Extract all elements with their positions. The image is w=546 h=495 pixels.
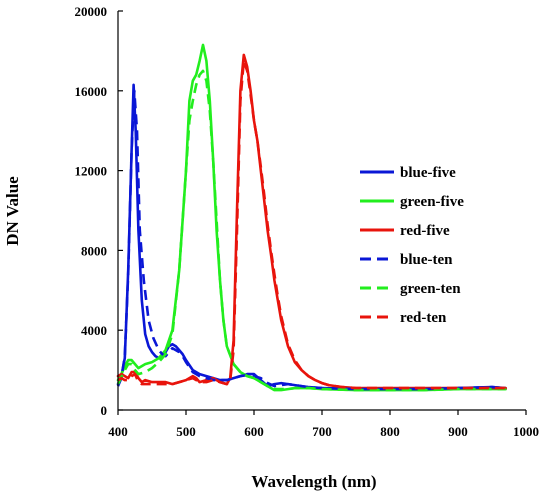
series-line-red-ten bbox=[117, 59, 506, 390]
legend-item-green-five: green-five bbox=[360, 194, 464, 210]
x-tick-label: 900 bbox=[448, 424, 468, 439]
legend-label: blue-five bbox=[400, 165, 456, 181]
legend: blue-five green-five red-five blue-ten green… bbox=[360, 165, 464, 326]
y-tick-label: 16000 bbox=[75, 84, 108, 99]
y-tick-label: 20000 bbox=[75, 4, 108, 19]
legend-item-blue-five: blue-five bbox=[360, 165, 456, 181]
y-tick-label: 12000 bbox=[75, 164, 108, 179]
legend-item-green-ten: green-ten bbox=[360, 281, 461, 297]
axes bbox=[117, 10, 527, 415]
legend-label: blue-ten bbox=[400, 252, 453, 268]
x-tick-label: 700 bbox=[312, 424, 332, 439]
x-tick-label: 400 bbox=[108, 424, 128, 439]
x-tick-label: 1000 bbox=[513, 424, 539, 439]
tick-labels: 400 500 600 700 800 900 1000 0 4000 8000 12000 1600… bbox=[75, 4, 540, 439]
y-tick-label: 4000 bbox=[81, 323, 107, 338]
y-tick-label: 8000 bbox=[81, 243, 107, 258]
series-line-red-five bbox=[116, 53, 507, 390]
y-tick-label: 0 bbox=[101, 403, 108, 418]
legend-item-red-five: red-five bbox=[360, 223, 450, 239]
legend-label: red-five bbox=[400, 223, 450, 239]
x-tick-label: 600 bbox=[244, 424, 264, 439]
legend-item-red-ten: red-ten bbox=[360, 310, 447, 326]
x-tick-label: 500 bbox=[176, 424, 196, 439]
y-axis-title: DN Value bbox=[3, 176, 22, 246]
series-line-green-five bbox=[116, 43, 507, 392]
series-line-green-ten bbox=[116, 69, 506, 392]
legend-label: green-ten bbox=[400, 281, 461, 297]
legend-label: red-ten bbox=[400, 310, 447, 326]
x-tick-label: 800 bbox=[380, 424, 400, 439]
series-line-blue-ten bbox=[116, 89, 506, 391]
legend-label: green-five bbox=[400, 194, 464, 210]
x-axis-title: Wavelength (nm) bbox=[251, 472, 376, 491]
plot-lines bbox=[116, 43, 507, 392]
legend-item-blue-ten: blue-ten bbox=[360, 252, 453, 268]
